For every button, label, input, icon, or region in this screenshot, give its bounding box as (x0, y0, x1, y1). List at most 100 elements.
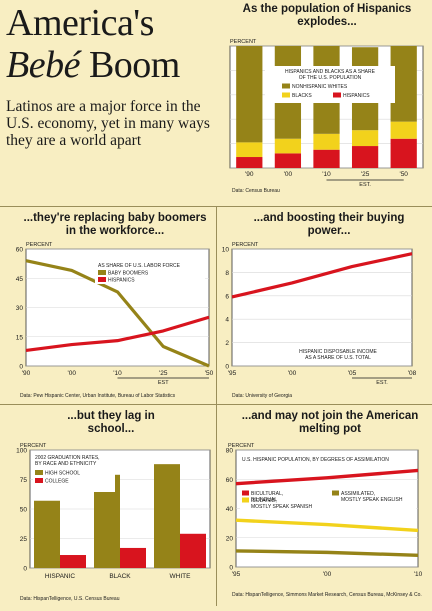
workforce-series-line (25, 315, 210, 352)
buying-power-ytick-label: 8 (225, 270, 229, 277)
population-bar-segment (236, 157, 263, 168)
assimilation-legend-label: ASSIMILATED, (341, 491, 375, 497)
school-legend-label: HIGH SCHOOL (45, 471, 80, 477)
divider-vertical (216, 206, 217, 606)
buying-power-ytick-label: 10 (222, 247, 230, 254)
school-bar (60, 555, 86, 568)
workforce-xtick-label: '50 (205, 370, 214, 377)
buying-power-xtick-label: '05 (348, 370, 357, 377)
population-xtick-label: '50 (399, 171, 408, 178)
school-bar (180, 533, 206, 568)
buying-power-annotation-bg (278, 346, 398, 362)
school-bar (34, 500, 60, 568)
assimilation-legend-label-2: BILINGUAL (251, 497, 277, 503)
population-legend-title-1: HISPANICS AND BLACKS AS A SHARE (285, 69, 376, 75)
workforce-source: Data: Pew Hispanic Center, Urban Institu… (20, 393, 176, 399)
assimilation-ytick-label: 20 (226, 535, 234, 542)
school-xtick-label: WHITE (170, 573, 192, 580)
population-legend-swatch (333, 92, 341, 98)
population-legend-label: BLACKS (292, 93, 312, 99)
workforce-ytick-label: 15 (16, 334, 24, 341)
workforce-ytick-label: 0 (19, 364, 23, 371)
school-ytick-label: 25 (20, 536, 28, 543)
buying-power-ytick-label: 2 (225, 340, 229, 347)
workforce-ytick-label: 60 (16, 247, 24, 254)
school-ytick-label: 50 (20, 507, 28, 514)
population-legend-label: HISPANICS (343, 93, 370, 99)
school-ytick-label: 100 (16, 448, 27, 455)
assimilation-ytick-label: 0 (229, 565, 233, 572)
population-bar-segment (390, 138, 417, 168)
buying-power-xtick-label: '08 (408, 370, 417, 377)
buying-power-series-line (231, 252, 413, 299)
school-xtick-label: BLACK (109, 573, 131, 580)
population-xtick-label: '90 (245, 171, 254, 178)
population-legend-swatch (282, 83, 290, 89)
school-source: Data: HispanTelligence, U.S. Census Bure… (20, 596, 120, 602)
assimilation-legend-swatch (332, 490, 339, 496)
population-bar-segment (274, 138, 302, 154)
buying-power-annotation-2: AS A SHARE OF U.S. TOTAL (305, 355, 371, 361)
assimilation-legend-label: BICULTURAL, (251, 491, 283, 497)
population-bar-segment (236, 46, 263, 143)
buying-power-source: Data: University of Georgia (232, 393, 293, 399)
population-legend-label: NONHISPANIC WHITES (292, 84, 348, 90)
population-legend-title-2: OF THE U.S. POPULATION (299, 75, 362, 81)
workforce-legend-swatch (98, 270, 106, 275)
workforce-xtick-label: '25 (159, 370, 168, 377)
buying-power-ylabel: PERCENT (232, 242, 259, 248)
population-bar-segment (313, 133, 340, 150)
buying-power-est-label: EST. (376, 380, 388, 386)
population-title: As the population of Hispanics explodes.… (242, 3, 412, 28)
school-ytick-label: 75 (20, 477, 28, 484)
assimilation-legend-label-2: MOSTLY SPEAK SPANISH (251, 504, 313, 510)
workforce-legend-title: AS SHARE OF U.S. LABOR FORCE (98, 263, 181, 269)
assimilation-ylabel: PERCENT (228, 443, 255, 449)
assimilation-legend-label-2: MOSTLY SPEAK ENGLISH (341, 497, 403, 503)
workforce-est-label: EST (158, 380, 169, 386)
population-xtick-label: '00 (284, 171, 293, 178)
assimilation-series-line (235, 468, 419, 486)
intro-text: Latinos are a major force in the U.S. ec… (6, 98, 210, 149)
title-line-1: America's (6, 2, 154, 44)
population-bar-segment (390, 121, 417, 139)
population-bar-segment (236, 142, 263, 158)
population-legend-swatch (282, 92, 290, 98)
workforce-legend-label: HISPANICS (108, 278, 135, 284)
workforce-title: ...they're replacing baby boomers in the… (23, 212, 207, 237)
assimilation-xtick-label: '95 (232, 571, 241, 578)
buying-power-ytick-label: 4 (225, 317, 229, 324)
workforce-legend-bg (95, 260, 205, 284)
school-legend-swatch (35, 478, 43, 483)
buying-power-annotation-1: HISPANIC DISPOSABLE INCOME (299, 349, 377, 355)
population-source: Data: Census Bureau (232, 188, 280, 194)
assimilation-ytick-label: 40 (226, 506, 234, 513)
assimilation-series-line (235, 518, 419, 533)
school-bar (120, 547, 146, 568)
buying-power-xtick-label: '00 (288, 370, 297, 377)
school-ytick-label: 0 (23, 566, 27, 573)
school-legend-bg (33, 452, 115, 492)
assimilation-ytick-label: 80 (226, 448, 234, 455)
school-bar (154, 464, 180, 568)
population-xtick-label: '10 (322, 171, 331, 178)
workforce-ytick-label: 30 (16, 305, 24, 312)
population-ylabel: PERCENT (230, 39, 257, 45)
assimilation-legend-title-bg (240, 454, 416, 463)
title-bebe: Bebé (6, 44, 80, 86)
population-xtick-label: '25 (361, 171, 370, 178)
school-legend-swatch (35, 470, 43, 475)
school-legend-title-2: BY RACE AND ETHNICITY (35, 461, 97, 467)
school-legend-label: COLLEGE (45, 479, 69, 485)
workforce-ylabel: PERCENT (26, 242, 53, 248)
buying-power-ytick-label: 6 (225, 293, 229, 300)
assimilation-ytick-label: 60 (226, 477, 234, 484)
assimilation-legend-bg (240, 487, 416, 511)
assimilation-source: Data: HispanTelligence, Simmons Market R… (232, 592, 422, 598)
school-xtick-label: HISPANIC (45, 573, 76, 580)
workforce-ytick-label: 45 (16, 276, 24, 283)
buying-power-xtick-label: '95 (228, 370, 237, 377)
title-boom: Boom (88, 44, 180, 86)
workforce-legend-swatch (98, 277, 106, 282)
